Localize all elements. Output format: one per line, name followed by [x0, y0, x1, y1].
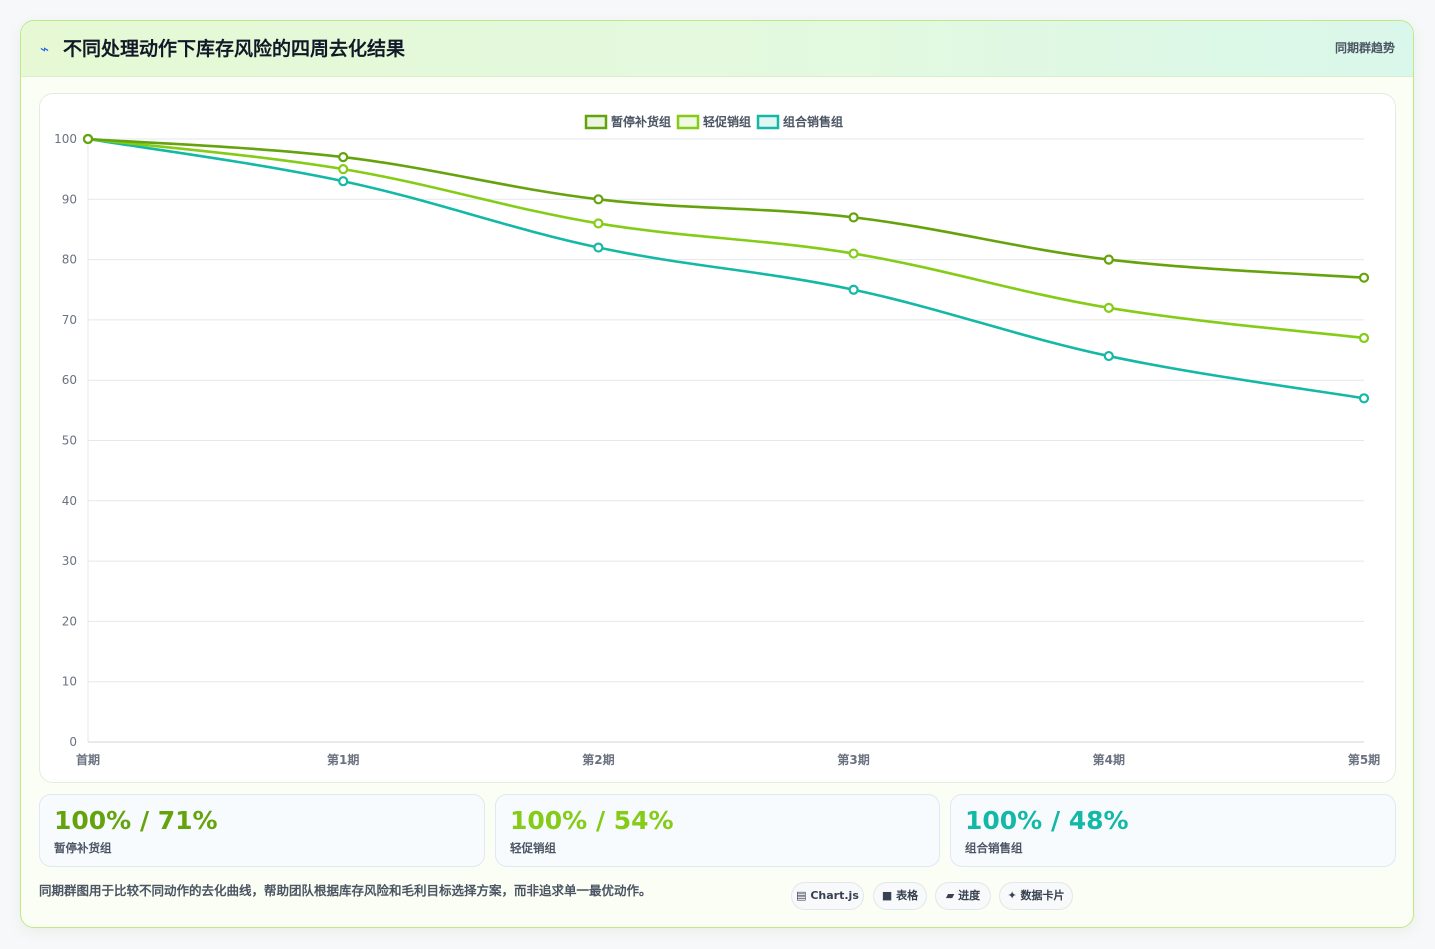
stat-value: 100% / 71%	[54, 806, 218, 835]
lightning-icon: ⌁	[40, 40, 50, 58]
chart-card: 0 10 20 30 40 50 60 70 80 90 100 首期 第1期 第2期 第3期 第4期 第5期 暂…	[39, 93, 1396, 783]
pill-label: Chart.js	[810, 889, 859, 902]
stat-card-promo: 100% / 54% 轻促销组	[495, 794, 940, 867]
y-tick-label: 0	[69, 735, 77, 749]
series-line	[87, 137, 1365, 279]
y-tick-label: 90	[62, 192, 77, 206]
pill-chartjs[interactable]: ▤ Chart.js	[791, 882, 864, 910]
legend-label: 组合销售组	[783, 114, 843, 129]
y-tick-label: 30	[62, 554, 77, 568]
legend-label: 轻促销组	[703, 114, 751, 129]
pill-table[interactable]: ■ 表格	[873, 882, 927, 910]
y-tick-label: 60	[62, 373, 77, 387]
data-point	[593, 242, 604, 253]
data-point	[338, 176, 349, 187]
data-point	[1103, 254, 1114, 265]
data-point	[593, 218, 604, 229]
pill-progress[interactable]: ▰ 进度	[935, 882, 991, 910]
pill-label: 数据卡片	[1020, 889, 1065, 902]
data-point	[848, 212, 859, 223]
x-tick-label: 第1期	[327, 752, 359, 767]
series-line	[87, 137, 1365, 400]
y-tick-label: 10	[62, 675, 77, 689]
y-tick-label: 70	[62, 313, 77, 327]
legend-swatch	[756, 114, 780, 130]
data-point	[1358, 272, 1370, 283]
sparkle-icon: ✦	[1007, 889, 1017, 902]
y-tick-label: 80	[62, 253, 77, 267]
data-point	[338, 164, 349, 175]
stat-value: 100% / 54%	[510, 806, 674, 835]
stat-card-pause: 100% / 71% 暂停补货组	[39, 794, 485, 867]
footer-note: 同期群图用于比较不同动作的去化曲线，帮助团队根据库存风险和毛利目标选择方案，而非…	[39, 883, 652, 898]
legend-swatch	[584, 114, 608, 130]
line-chart: 0 10 20 30 40 50 60 70 80 90 100 首期 第1期 第2期 第3期 第4期 第5期 暂…	[54, 114, 1380, 767]
x-tick-label: 第3期	[837, 752, 869, 767]
panel-header: ⌁ 不同处理动作下库存风险的四周去化结果 同期群趋势	[21, 21, 1413, 77]
data-point	[82, 133, 94, 145]
data-point	[338, 151, 349, 163]
series-line	[87, 137, 1365, 340]
x-tick-label: 第4期	[1093, 752, 1125, 767]
stat-label: 轻促销组	[510, 841, 556, 855]
legend-label: 暂停补货组	[611, 114, 671, 129]
page-title: 不同处理动作下库存风险的四周去化结果	[63, 38, 406, 60]
data-point	[1103, 350, 1114, 362]
x-tick-label: 第2期	[582, 752, 614, 767]
pill-label: 表格	[896, 889, 919, 902]
pill-label: 进度	[958, 889, 981, 902]
data-point	[1103, 302, 1114, 313]
data-point	[1358, 393, 1370, 404]
y-tick-label: 50	[62, 434, 77, 448]
x-tick-label: 首期	[76, 752, 100, 767]
table-icon: ■	[881, 889, 893, 902]
chart-icon: ▤	[796, 889, 807, 902]
stat-value: 100% / 48%	[965, 806, 1129, 835]
data-point	[848, 248, 859, 259]
chart-panel: ⌁ 不同处理动作下库存风险的四周去化结果 同期群趋势 0 10 20 30 40 50 60…	[20, 20, 1414, 928]
data-point	[1358, 332, 1370, 344]
legend-swatch	[676, 114, 700, 130]
progress-icon: ▰	[945, 889, 955, 902]
y-tick-label: 40	[62, 494, 77, 508]
data-point	[593, 194, 604, 205]
y-tick-label: 20	[62, 614, 77, 628]
stat-card-bundle: 100% / 48% 组合销售组	[950, 794, 1396, 867]
stat-label: 暂停补货组	[54, 841, 112, 855]
header-tag: 同期群趋势	[1334, 41, 1395, 55]
pill-datacard[interactable]: ✦ 数据卡片	[999, 882, 1073, 910]
y-tick-label: 100	[54, 132, 77, 146]
data-point	[848, 284, 859, 295]
x-tick-label: 第5期	[1348, 752, 1380, 767]
stat-label: 组合销售组	[965, 841, 1023, 855]
